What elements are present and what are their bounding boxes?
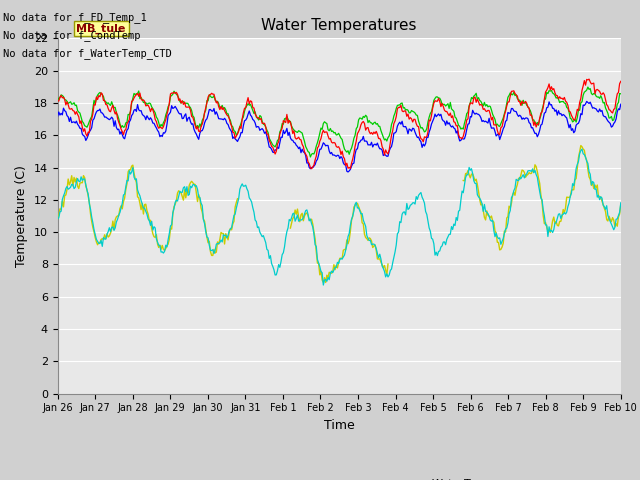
Text: No data for f_FD_Temp_1: No data for f_FD_Temp_1	[3, 12, 147, 23]
Y-axis label: Temperature (C): Temperature (C)	[15, 165, 28, 267]
Text: MB_tule: MB_tule	[76, 24, 125, 34]
Title: Water Temperatures: Water Temperatures	[262, 18, 417, 33]
Legend: FR_temp_A, FR_temp_B, FR_temp_C, WaterT, MDTemp_A: FR_temp_A, FR_temp_B, FR_temp_C, WaterT,…	[105, 475, 573, 480]
Text: No data for f_CondTemp: No data for f_CondTemp	[3, 30, 141, 41]
X-axis label: Time: Time	[324, 419, 355, 432]
Text: No data for f_WaterTemp_CTD: No data for f_WaterTemp_CTD	[3, 48, 172, 60]
